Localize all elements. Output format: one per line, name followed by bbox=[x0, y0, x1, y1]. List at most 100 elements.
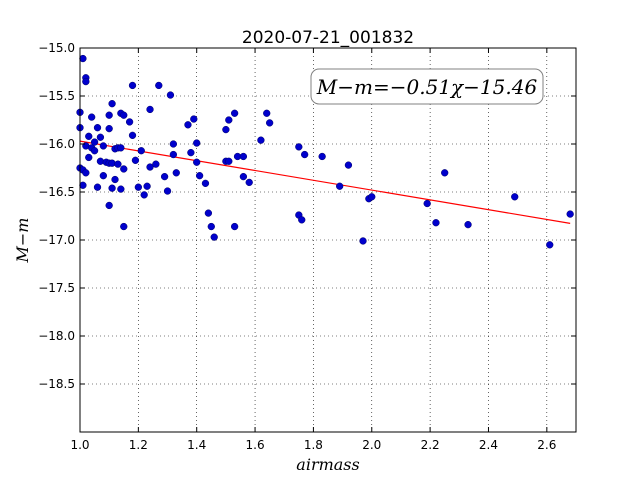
x-tick-label: 1.6 bbox=[246, 438, 265, 452]
data-point bbox=[359, 237, 367, 245]
data-point bbox=[432, 219, 440, 227]
data-point bbox=[441, 169, 449, 177]
data-point bbox=[82, 169, 90, 177]
y-tick-label: −15.0 bbox=[38, 41, 75, 55]
data-point bbox=[230, 222, 239, 231]
data-point bbox=[90, 138, 99, 146]
data-point bbox=[131, 156, 140, 164]
annotation-frame bbox=[310, 68, 544, 105]
x-tick-label: 2.6 bbox=[537, 438, 556, 452]
data-point bbox=[105, 111, 113, 119]
x-tick-label: 2.4 bbox=[479, 438, 498, 452]
data-point bbox=[511, 193, 519, 201]
data-point bbox=[265, 119, 274, 127]
data-point bbox=[318, 152, 326, 161]
data-point bbox=[108, 184, 116, 192]
data-point bbox=[155, 81, 163, 90]
data-point bbox=[105, 124, 113, 133]
data-point bbox=[108, 100, 116, 108]
data-point bbox=[195, 172, 204, 180]
data-point bbox=[193, 139, 201, 147]
data-point bbox=[117, 144, 125, 152]
data-point bbox=[79, 181, 87, 189]
data-point bbox=[464, 220, 472, 229]
data-point bbox=[207, 222, 215, 231]
data-point bbox=[336, 182, 344, 190]
fit-line bbox=[79, 140, 571, 224]
data-point bbox=[125, 118, 134, 126]
data-point bbox=[245, 178, 253, 187]
data-point bbox=[137, 147, 145, 155]
data-point bbox=[257, 136, 265, 144]
data-point bbox=[546, 241, 554, 249]
data-point bbox=[184, 121, 192, 129]
data-point bbox=[85, 132, 93, 140]
data-point bbox=[140, 191, 148, 199]
data-point bbox=[79, 54, 87, 63]
data-point bbox=[368, 193, 376, 201]
annotation-box: M−m=−0.51χ−15.46 bbox=[310, 68, 544, 105]
data-point bbox=[114, 160, 122, 168]
y-tick-label: −15.5 bbox=[38, 89, 75, 103]
data-point bbox=[172, 169, 180, 177]
x-tick-label: 1.8 bbox=[304, 438, 323, 452]
ticks: 1.0 1.2 1.4 1.6 1.8 2.0 2.2 2.4 2.6 −15.0 −15.5 −16… bbox=[38, 41, 576, 452]
data-point bbox=[222, 125, 230, 134]
data-point bbox=[105, 201, 113, 210]
data-point bbox=[143, 182, 151, 190]
x-axis-label: airmass bbox=[296, 455, 359, 474]
data-point bbox=[93, 183, 102, 191]
data-point bbox=[160, 172, 169, 181]
y-tick-label: −17.5 bbox=[38, 281, 75, 295]
data-point bbox=[225, 157, 233, 165]
data-point bbox=[99, 142, 107, 150]
data-point bbox=[201, 179, 210, 188]
fit-equation: M−m=−0.51χ−15.46 bbox=[316, 75, 538, 99]
data-point bbox=[423, 199, 431, 208]
y-tick-label: −18.0 bbox=[38, 329, 75, 343]
data-point bbox=[163, 187, 172, 195]
fit-layer bbox=[79, 140, 571, 224]
data-point bbox=[146, 163, 154, 171]
data-point bbox=[295, 143, 303, 151]
data-point bbox=[204, 209, 213, 217]
x-tick-label: 2.0 bbox=[362, 438, 381, 452]
x-tick-label: 2.2 bbox=[421, 438, 440, 452]
data-point bbox=[566, 210, 574, 218]
y-axis-label: M−m bbox=[13, 218, 32, 264]
data-point bbox=[263, 109, 271, 117]
data-point bbox=[82, 77, 90, 86]
data-point bbox=[120, 165, 128, 173]
data-point bbox=[193, 158, 201, 166]
data-point bbox=[134, 183, 143, 191]
data-point bbox=[120, 222, 128, 231]
data-point bbox=[169, 140, 178, 148]
data-point bbox=[190, 115, 198, 123]
x-tick-label: 1.2 bbox=[129, 438, 148, 452]
data-point bbox=[85, 153, 93, 162]
data-point bbox=[298, 216, 306, 224]
data-point bbox=[99, 172, 107, 180]
x-tick-label: 1.4 bbox=[187, 438, 206, 452]
data-point bbox=[239, 152, 248, 161]
x-tick-label: 1.0 bbox=[70, 438, 89, 452]
y-tick-label: −18.5 bbox=[38, 377, 75, 391]
data-point bbox=[187, 148, 195, 157]
data-point bbox=[166, 91, 175, 99]
data-point bbox=[146, 105, 154, 114]
data-point bbox=[169, 150, 178, 159]
y-tick-label: −17.0 bbox=[38, 233, 75, 247]
chart-title: 2020-07-21_001832 bbox=[242, 28, 414, 48]
y-tick-label: −16.5 bbox=[38, 185, 75, 199]
data-point bbox=[90, 147, 99, 155]
data-point bbox=[152, 160, 160, 168]
points-layer bbox=[76, 54, 574, 249]
data-point bbox=[93, 124, 102, 132]
data-point bbox=[225, 116, 233, 124]
data-point bbox=[96, 133, 105, 141]
data-point bbox=[230, 109, 239, 117]
data-point bbox=[128, 81, 137, 90]
data-point bbox=[88, 113, 96, 121]
